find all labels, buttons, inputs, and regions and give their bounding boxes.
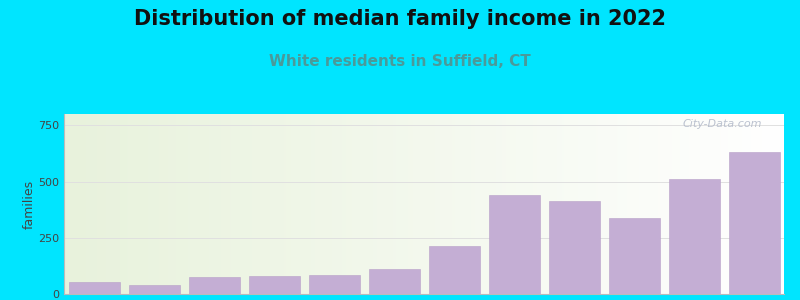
Bar — [669, 179, 719, 294]
Bar — [369, 269, 419, 294]
Bar — [309, 275, 359, 294]
Bar — [429, 246, 479, 294]
Bar — [129, 285, 179, 294]
Bar — [189, 277, 239, 294]
Text: White residents in Suffield, CT: White residents in Suffield, CT — [269, 54, 531, 69]
Text: Distribution of median family income in 2022: Distribution of median family income in … — [134, 9, 666, 29]
Y-axis label: families: families — [22, 179, 35, 229]
Bar — [609, 218, 659, 294]
Bar — [69, 282, 119, 294]
Text: City-Data.com: City-Data.com — [683, 119, 762, 129]
Bar — [489, 195, 539, 294]
Bar — [549, 201, 599, 294]
Bar — [729, 152, 779, 294]
Bar — [249, 276, 299, 294]
